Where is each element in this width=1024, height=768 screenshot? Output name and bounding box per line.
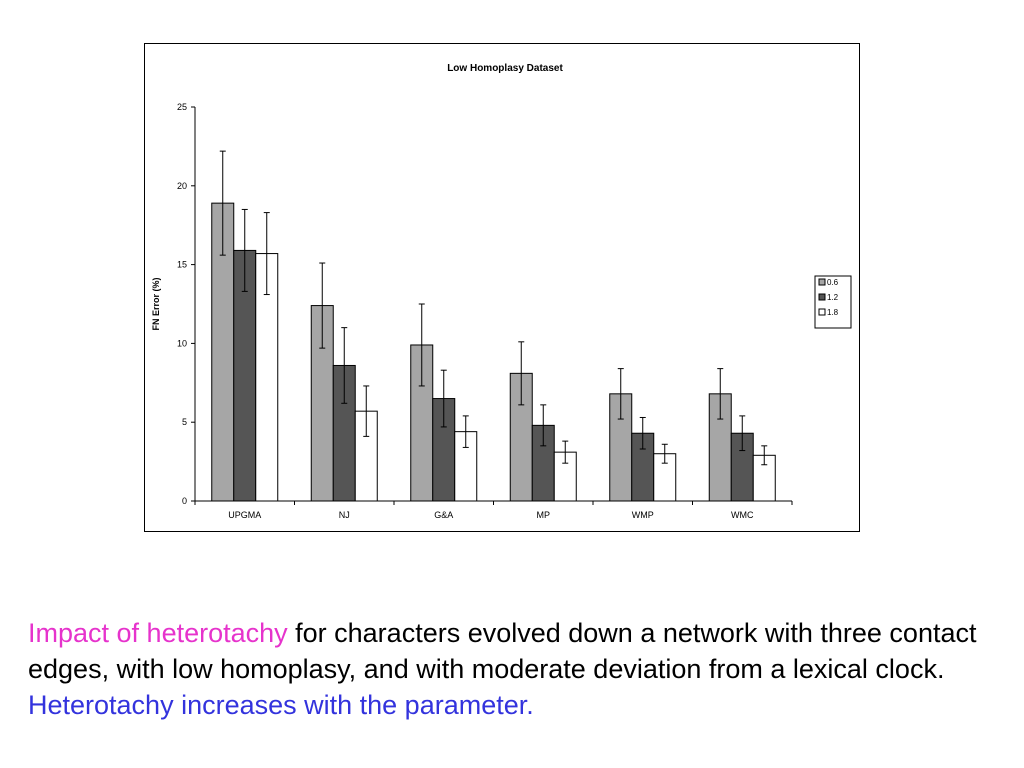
caption-conclusion: Heterotachy increases with the parameter… bbox=[28, 690, 534, 720]
figure-caption: Impact of heterotachy for characters evo… bbox=[28, 615, 1003, 723]
legend-label-1.8: 1.8 bbox=[827, 308, 839, 317]
legend-label-1.2: 1.2 bbox=[827, 293, 839, 302]
y-tick-label: 5 bbox=[182, 417, 187, 427]
legend-swatch-1.8 bbox=[818, 308, 826, 316]
caption-body: for characters evolved down a network wi… bbox=[28, 618, 977, 684]
legend-swatch-0.6 bbox=[818, 278, 826, 286]
x-tick-label: MP bbox=[537, 510, 551, 520]
chart-title: Low Homoplasy Dataset bbox=[447, 63, 563, 74]
x-tick-label: WMP bbox=[632, 510, 654, 520]
y-tick-label: 10 bbox=[177, 338, 187, 348]
x-tick-label: WMC bbox=[731, 510, 754, 520]
legend-swatch-1.2 bbox=[818, 293, 826, 301]
x-tick-label: UPGMA bbox=[228, 510, 261, 520]
y-tick-label: 15 bbox=[177, 260, 187, 270]
x-tick-label: NJ bbox=[339, 510, 350, 520]
caption-highlight: Impact of heterotachy bbox=[28, 618, 288, 648]
x-tick-label: G&A bbox=[434, 510, 453, 520]
y-axis-label: FN Error (%) bbox=[151, 277, 161, 330]
y-tick-label: 20 bbox=[177, 181, 187, 191]
legend-label-0.6: 0.6 bbox=[827, 278, 839, 287]
bar-chart: Low Homoplasy Dataset FN Error (%) 0 5 10 15 2… bbox=[151, 63, 852, 520]
y-tick-label: 0 bbox=[182, 496, 187, 506]
y-tick-label: 25 bbox=[177, 102, 187, 112]
chart-frame: Low Homoplasy Dataset FN Error (%) 0 5 10 15 2… bbox=[144, 43, 860, 532]
